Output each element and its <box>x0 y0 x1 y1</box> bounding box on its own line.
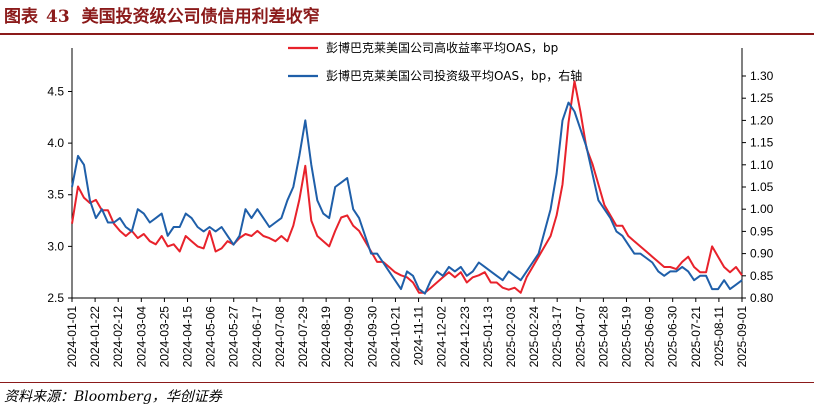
x-tick-label: 2024-03-04 <box>134 306 148 368</box>
x-tick-label: 2025-05-19 <box>619 306 633 368</box>
x-tick-label: 2025-07-21 <box>689 306 703 368</box>
x-tick-label: 2025-06-09 <box>643 306 657 368</box>
x-tick-label: 2024-06-17 <box>250 306 264 368</box>
right-tick-label: 1.20 <box>750 113 774 127</box>
x-tick-label: 2025-03-17 <box>550 306 564 368</box>
x-tick-label: 2024-09-09 <box>342 306 356 368</box>
x-tick-label: 2024-10-21 <box>388 306 402 368</box>
left-tick-label: 4.0 <box>47 136 64 150</box>
left-tick-label: 4.5 <box>47 84 64 98</box>
x-tick-label: 2024-03-25 <box>157 306 171 368</box>
x-tick-label: 2024-01-01 <box>65 306 79 368</box>
figure-number: 43 <box>46 7 70 27</box>
series-line-investment-grade <box>71 101 743 295</box>
right-tick-label: 1.00 <box>750 202 774 216</box>
left-tick-label: 2.5 <box>47 291 64 305</box>
x-tick-label: 2024-12-02 <box>435 306 449 368</box>
right-tick-label: 1.30 <box>750 69 774 83</box>
x-tick-label: 2024-11-11 <box>412 306 426 366</box>
x-tick-label: 2025-08-11 <box>712 306 726 367</box>
x-tick-label: 2025-04-28 <box>596 306 610 368</box>
x-tick-label: 2024-05-06 <box>204 306 218 368</box>
chart-title: 美国投资级公司债信用利差收窄 <box>81 7 320 27</box>
x-tick-label: 2025-02-03 <box>504 306 518 368</box>
right-tick-label: 1.10 <box>750 158 774 172</box>
right-tick-label: 0.80 <box>750 291 774 305</box>
legend-label: 彭博巴克莱美国公司高收益率平均OAS，bp <box>326 40 558 55</box>
x-tick-label: 2024-07-08 <box>273 306 287 368</box>
x-tick-label: 2025-06-30 <box>666 306 680 368</box>
title-rule <box>0 33 814 35</box>
x-tick-label: 2024-08-19 <box>319 306 333 368</box>
right-tick-label: 0.90 <box>750 247 774 261</box>
x-tick-label: 2025-09-01 <box>735 306 749 368</box>
figure-title: 图表 43 美国投资级公司债信用利差收窄 <box>4 2 320 32</box>
left-tick-label: 3.0 <box>47 239 64 253</box>
x-tick-label: 2024-05-27 <box>227 306 241 368</box>
x-tick-label: 2024-04-15 <box>181 306 195 368</box>
right-tick-label: 1.05 <box>750 180 774 194</box>
series-line-high-yield <box>71 80 743 294</box>
x-tick-label: 2024-02-12 <box>111 306 125 368</box>
spread-line-chart: 2.5 3.0 3.5 4.0 4.5 0.80 0.85 0.90 0.95 1.00 1.05 1… <box>47 40 774 368</box>
x-tick-label: 2024-12-23 <box>458 306 472 368</box>
x-tick-label: 2024-01-22 <box>88 306 102 368</box>
x-tick-label: 2024-09-30 <box>365 306 379 368</box>
x-tick-label: 2025-04-07 <box>573 306 587 368</box>
right-tick-label: 0.85 <box>750 269 774 283</box>
x-tick-label: 2025-02-24 <box>527 306 541 368</box>
right-tick-label: 0.95 <box>750 224 774 238</box>
x-tick-label: 2024-07-29 <box>296 306 310 368</box>
footer-rule <box>0 382 814 383</box>
left-tick-label: 3.5 <box>47 188 64 202</box>
figure-label: 图表 <box>4 7 38 27</box>
x-tick-label: 2025-01-13 <box>481 306 495 368</box>
right-tick-label: 1.15 <box>750 136 774 150</box>
legend-label: 彭博巴克莱美国公司投资级平均OAS，bp，右轴 <box>326 68 582 83</box>
source-note: 资料来源：Bloomberg，华创证券 <box>4 389 222 405</box>
right-tick-label: 1.25 <box>750 91 774 105</box>
